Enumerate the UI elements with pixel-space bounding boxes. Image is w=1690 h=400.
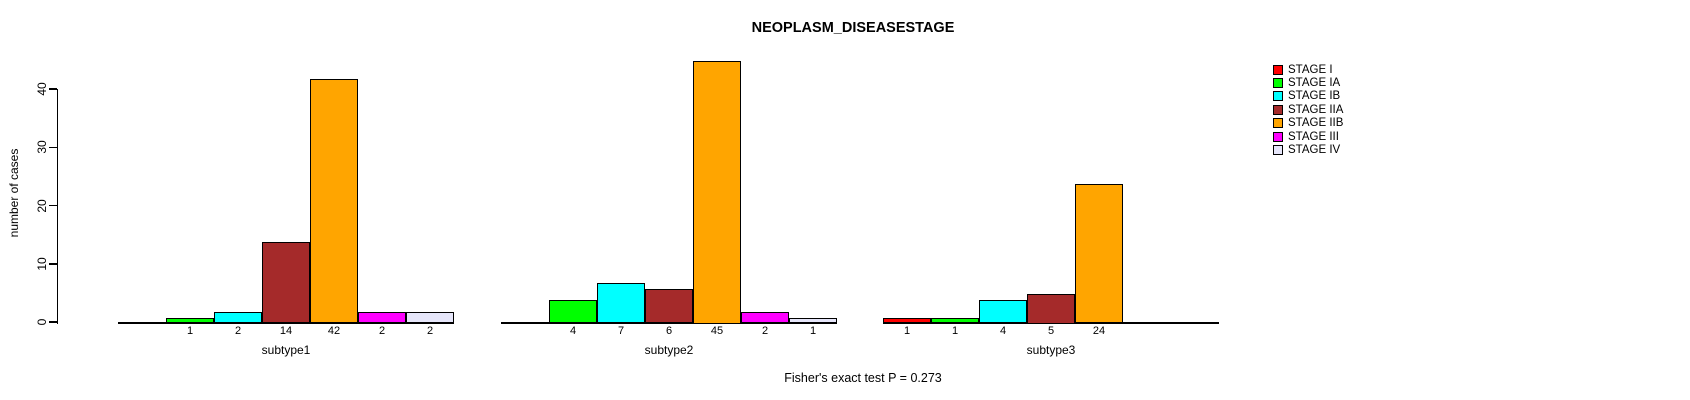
bar-value-label: 5 xyxy=(1047,325,1055,337)
bar xyxy=(310,78,358,324)
y-tick xyxy=(48,263,57,265)
bar-value-label: 2 xyxy=(234,325,242,337)
y-tick xyxy=(48,88,57,90)
bar xyxy=(262,241,310,324)
legend-label: STAGE IV xyxy=(1288,144,1341,157)
bar xyxy=(1075,183,1123,324)
y-axis-line xyxy=(56,89,58,324)
bar xyxy=(645,288,693,324)
bar xyxy=(931,317,979,324)
x-axis-group-label: subtype1 xyxy=(261,343,311,357)
y-tick xyxy=(48,321,57,323)
bar-value-label: 1 xyxy=(903,325,911,337)
legend-label: STAGE III xyxy=(1288,130,1339,143)
legend-swatch xyxy=(1273,104,1283,115)
bar xyxy=(597,282,645,324)
bar xyxy=(406,311,454,324)
legend-label: STAGE I xyxy=(1288,63,1333,76)
y-tick-label: 30 xyxy=(35,140,49,154)
legend-item: STAGE IIB xyxy=(1273,117,1343,130)
stat-test-annotation: Fisher's exact test P = 0.273 xyxy=(784,371,942,385)
y-axis-label: number of cases xyxy=(7,148,21,238)
bar-value-label: 24 xyxy=(1092,325,1106,337)
bar-value-label: 6 xyxy=(665,325,673,337)
y-tick-label: 20 xyxy=(35,198,49,213)
legend-item: STAGE IB xyxy=(1273,90,1343,103)
bar-value-label: 1 xyxy=(809,325,817,337)
bar-value-label: 14 xyxy=(279,325,293,337)
bar-value-label: 1 xyxy=(951,325,959,337)
y-tick xyxy=(48,204,57,207)
legend-swatch xyxy=(1273,131,1283,142)
legend-swatch xyxy=(1273,64,1283,75)
bar-value-label: 45 xyxy=(710,325,724,337)
legend-item: STAGE IA xyxy=(1273,76,1343,89)
legend-label: STAGE IA xyxy=(1288,77,1341,90)
bar xyxy=(166,317,214,324)
bar-value-label: 4 xyxy=(569,325,577,337)
bar xyxy=(693,61,741,324)
legend-swatch xyxy=(1273,91,1283,102)
legend-item: STAGE IV xyxy=(1273,143,1343,156)
y-tick-label: 40 xyxy=(35,82,49,96)
legend: STAGE I STAGE IA STAGE IB STAGE IIA STAGE II… xyxy=(1273,63,1343,157)
x-axis-group-label: subtype3 xyxy=(1026,343,1076,357)
bar xyxy=(741,311,789,324)
legend-swatch xyxy=(1273,78,1283,89)
bar xyxy=(214,311,262,324)
bar-value-label: 7 xyxy=(617,325,625,337)
bar xyxy=(789,317,837,324)
bar xyxy=(549,300,597,324)
bar-value-label: 2 xyxy=(761,325,769,337)
y-tick-label: 10 xyxy=(35,257,49,271)
bar-value-label: 4 xyxy=(999,325,1007,337)
bar-value-label: 2 xyxy=(378,325,386,337)
legend-label: STAGE IB xyxy=(1288,90,1341,103)
legend-item: STAGE I xyxy=(1273,63,1343,76)
legend-label: STAGE IIB xyxy=(1288,117,1344,130)
bar xyxy=(979,300,1027,324)
chart-title: NEOPLASM_DISEASESTAGE xyxy=(751,20,955,36)
bar xyxy=(883,317,931,324)
legend-item: STAGE III xyxy=(1273,130,1343,143)
bar-value-label: 42 xyxy=(327,325,341,337)
y-tick xyxy=(48,146,57,148)
bar-value-label: 2 xyxy=(426,325,434,337)
legend-swatch xyxy=(1273,118,1283,129)
y-tick-label: 0 xyxy=(35,318,49,326)
bar-value-label: 1 xyxy=(186,325,194,337)
bar xyxy=(358,311,406,324)
legend-swatch xyxy=(1273,145,1283,156)
legend-item: STAGE IIA xyxy=(1273,103,1343,116)
bar xyxy=(1027,294,1075,324)
x-axis-group-label: subtype2 xyxy=(644,343,694,357)
legend-label: STAGE IIA xyxy=(1288,103,1344,116)
